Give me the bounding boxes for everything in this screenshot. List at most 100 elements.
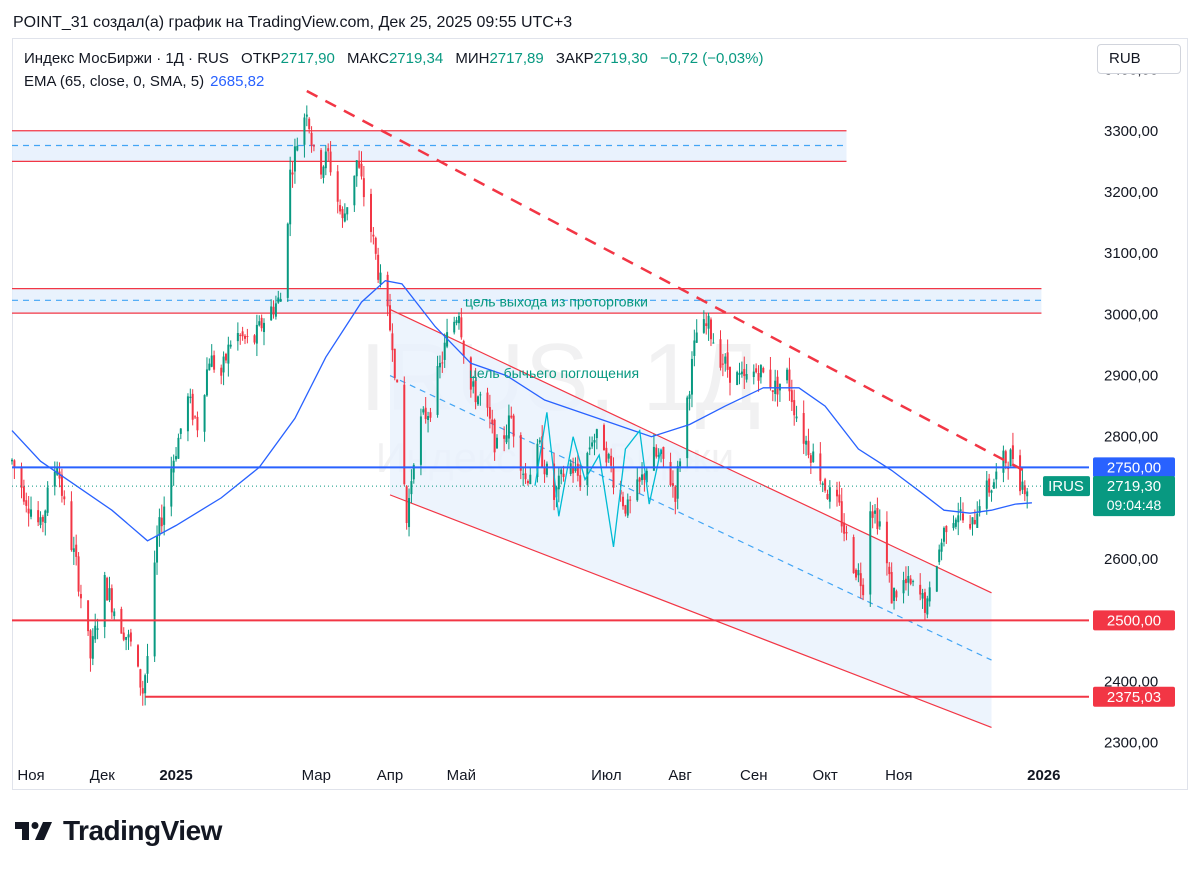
candle-body (372, 234, 375, 237)
channel-upper-line (389, 308, 992, 594)
candle-body (243, 335, 246, 339)
candle-body (53, 471, 56, 487)
tradingview-logo-icon (15, 822, 52, 840)
candle-body (907, 575, 910, 583)
current-price-tag-bg (1093, 476, 1175, 517)
candle-body (170, 468, 173, 507)
candle-body (838, 494, 841, 503)
candle-body (274, 303, 277, 317)
candle-body (422, 409, 425, 413)
candle-body (602, 425, 605, 451)
candle-body (888, 566, 891, 575)
candle-body (353, 175, 356, 206)
candle-body (641, 474, 644, 481)
candle-body (469, 357, 472, 390)
x-tick-label: Апр (377, 767, 403, 784)
candle-body (277, 297, 280, 303)
candle-body (486, 392, 489, 408)
candle-body (396, 379, 399, 383)
range-zone-fill (12, 288, 1042, 314)
candle-body (923, 592, 926, 613)
candle-body (526, 480, 529, 484)
candle-body (336, 171, 339, 202)
candle-body (935, 566, 938, 592)
candle-body (1019, 455, 1022, 492)
candle-body (410, 481, 413, 495)
candle-body (355, 160, 358, 177)
candle-body (11, 459, 13, 462)
level-price-tag: 2750,00 (1107, 459, 1161, 476)
candle-body (541, 436, 544, 467)
x-tick-label: Авг (668, 767, 692, 784)
candle-body (821, 483, 824, 486)
x-tick-label: Ноя (17, 767, 44, 784)
candle-body (519, 435, 522, 471)
candle-body (153, 562, 156, 657)
candle-body (263, 322, 266, 333)
candle-body (709, 319, 712, 340)
candle-body (310, 132, 313, 146)
candle-body (759, 365, 762, 378)
candle-body (529, 474, 532, 485)
candle-body (786, 369, 789, 381)
candle-body (969, 524, 972, 529)
candle-body (229, 344, 232, 347)
candle-body (985, 480, 988, 509)
candle-body (79, 594, 82, 599)
candle-body (424, 407, 427, 420)
symbol-tag: IRUS (1048, 478, 1084, 495)
candle-body (505, 435, 508, 443)
candle-body (258, 321, 261, 326)
candle-body (393, 348, 396, 378)
candle-body (1021, 481, 1024, 490)
candle-body (586, 453, 589, 486)
candle-body (560, 469, 563, 475)
close-value: 2719,30 (593, 50, 648, 67)
candle-body (474, 380, 477, 403)
candle-body (643, 474, 646, 480)
candle-body (738, 372, 741, 375)
candle-body (25, 500, 28, 506)
candle-body (103, 575, 106, 627)
candle-body (96, 628, 99, 630)
candle-body (959, 509, 962, 512)
candle-body (436, 366, 439, 415)
ema-legend[interactable]: EMA (65, close, 0, SMA, 5) 2685,82 (24, 73, 264, 90)
candle-body (303, 117, 306, 145)
currency-button[interactable]: RUB (1097, 44, 1181, 74)
chart-frame[interactable] (12, 38, 1188, 790)
candle-body (479, 394, 482, 396)
tradingview-logo[interactable]: TradingView (15, 815, 222, 847)
candle-body (322, 166, 325, 178)
open-value: 2717,90 (280, 50, 335, 67)
candle-body (289, 169, 292, 225)
candle-body (443, 342, 446, 360)
candle-body (460, 317, 463, 338)
x-tick-label: Май (447, 767, 476, 784)
candle-body (954, 519, 957, 527)
bar-countdown: 09:04:48 (1107, 497, 1162, 513)
candle-body (455, 320, 458, 324)
y-tick-label: 2800,00 (1104, 429, 1158, 446)
candle-body (272, 306, 275, 315)
candle-body (895, 591, 898, 598)
candle-body (379, 272, 382, 285)
candle-body (828, 487, 831, 502)
candle-body (419, 416, 422, 465)
candle-body (177, 437, 180, 459)
ema-line (11, 280, 1032, 542)
candle-body (622, 496, 625, 507)
candle-body (545, 463, 548, 475)
candle-body (122, 632, 125, 640)
level-price-tag: 2500,00 (1107, 612, 1161, 629)
candle-body (705, 323, 708, 327)
candle-body (624, 505, 627, 514)
candle-body (512, 415, 515, 437)
candle-body (203, 395, 206, 432)
candle-body (386, 274, 389, 307)
candle-body (921, 593, 924, 599)
open-label: ОТКР (241, 50, 281, 67)
chart-caption: POINT_31 создал(а) график на TradingView… (13, 14, 573, 31)
x-tick-label: 2026 (1027, 767, 1060, 784)
